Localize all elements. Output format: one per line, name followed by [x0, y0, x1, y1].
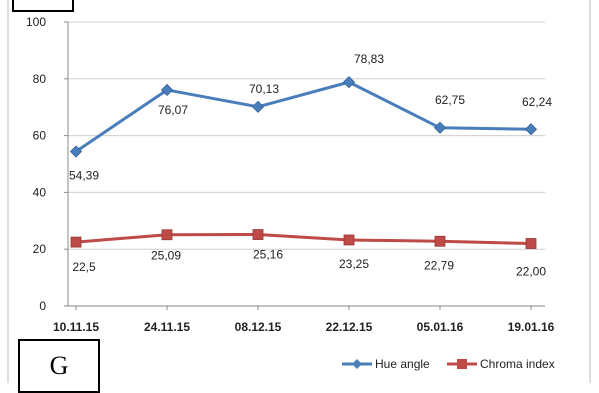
data-label: 22,5 — [72, 260, 96, 274]
data-label: 62,75 — [435, 93, 465, 107]
panel-frame-top — [12, 0, 74, 12]
legend-marker-square — [457, 359, 467, 369]
y-tick-label: 80 — [33, 72, 47, 86]
data-label: 54,39 — [69, 169, 99, 183]
data-label: 25,16 — [253, 248, 283, 262]
data-point-chroma-index — [70, 236, 82, 248]
legend-label-hue-angle: Hue angle — [375, 357, 430, 371]
data-point-chroma-index — [434, 235, 446, 247]
line-chart: 0 20 40 60 80 100 10.11.15 24.11.15 08.12.15 22.1… — [7, 0, 591, 383]
x-tick-label: 22.12.15 — [326, 320, 373, 334]
data-point-hue-angle — [433, 121, 447, 134]
data-point-hue-angle — [69, 145, 83, 158]
legend-marker-diamond — [352, 359, 362, 369]
data-label: 70,13 — [249, 82, 279, 96]
data-point-chroma-index — [343, 234, 355, 246]
series-line-hue-angle — [75, 80, 532, 153]
y-tick-label: 60 — [33, 129, 47, 143]
data-label: 23,25 — [339, 257, 369, 271]
y-tick-label: 0 — [39, 299, 46, 313]
x-tick-label: 05.01.16 — [417, 320, 464, 334]
data-label: 22,79 — [424, 258, 454, 272]
y-tick-label: 20 — [33, 242, 47, 256]
data-label: 78,83 — [354, 52, 384, 66]
panel-label: G — [18, 339, 100, 393]
data-point-hue-angle — [524, 123, 538, 136]
x-tick-label: 08.12.15 — [235, 320, 282, 334]
y-tick-label: 100 — [26, 15, 46, 29]
data-point-chroma-index — [252, 229, 264, 240]
y-tick-label: 40 — [33, 185, 47, 199]
data-label: 62,24 — [522, 95, 552, 109]
data-point-hue-angle — [342, 76, 356, 89]
data-label: 22,00 — [516, 265, 546, 279]
legend-label-chroma-index: Chroma index — [480, 357, 555, 371]
data-label: 25,09 — [151, 249, 181, 263]
x-tick-label: 10.11.15 — [53, 320, 99, 334]
x-tick-label: 19.01.16 — [508, 320, 555, 334]
data-label: 76,07 — [158, 103, 188, 117]
data-point-chroma-index — [161, 229, 173, 241]
data-point-chroma-index — [525, 238, 537, 249]
x-tick-label: 24.11.15 — [144, 320, 190, 334]
chart-frame: 0 20 40 60 80 100 10.11.15 24.11.15 08.12.15 22.1… — [7, 0, 591, 383]
data-point-hue-angle — [160, 83, 174, 97]
data-point-hue-angle — [251, 100, 265, 113]
series-line-chroma-index — [75, 233, 532, 246]
